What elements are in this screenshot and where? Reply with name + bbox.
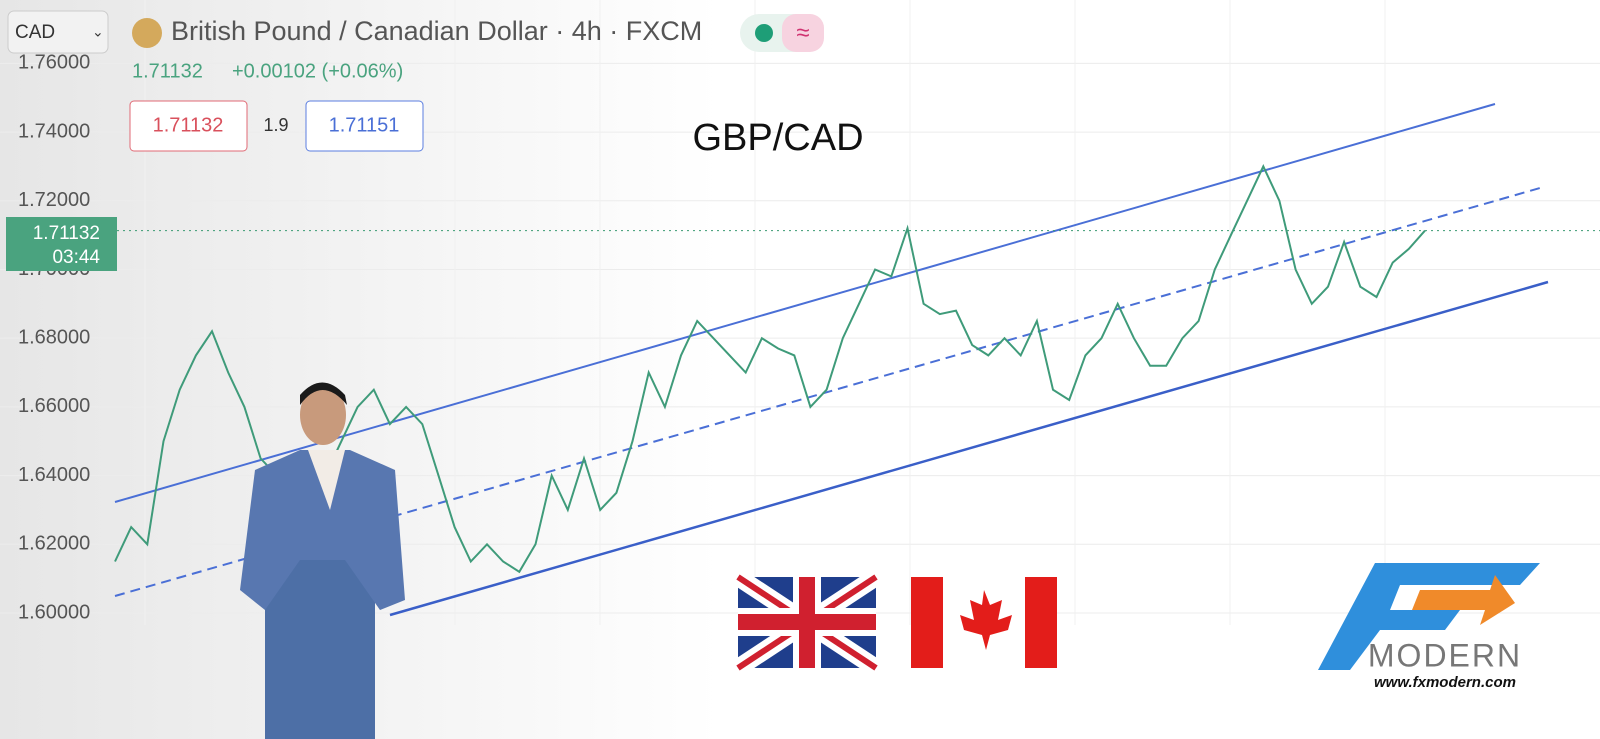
buy-button[interactable] [305,100,424,152]
price-badge-value: 1.71132 [33,223,100,244]
logo: MODERN www.fxmodern.com FX [1318,563,1540,691]
price-change: +0.00102 (+0.06%) [232,60,403,82]
sell-button[interactable] [129,100,248,152]
symbol-select-text: CAD [15,22,55,43]
chart-title: GBP/CAD [692,117,863,159]
instrument-icon [132,18,162,48]
last-price: 1.71132 [132,60,203,82]
price-badge [6,217,117,271]
y-tick-label: 1.64000 [18,464,90,486]
y-tick-label: 1.62000 [18,533,90,555]
channel-lower [389,280,1549,617]
status-dot [755,24,773,42]
y-tick-label: 1.68000 [18,326,90,348]
status-wave [782,14,824,52]
wave-icon: ≈ [796,19,809,46]
y-tick-label: 1.66000 [18,395,90,417]
symbol-select[interactable] [7,10,109,54]
countdown: 03:44 [52,247,100,268]
y-tick-label: 1.60000 [18,601,90,623]
y-tick-label: 1.74000 [18,120,90,142]
logo-name: MODERN [1368,637,1522,673]
buy-price: 1.71151 [329,114,400,136]
dropdown-arrow: ⌄ [92,24,104,40]
y-tick-label: 1.76000 [18,52,90,74]
y-tick-label: 1.72000 [18,189,90,211]
logo-url: www.fxmodern.com [1374,674,1516,691]
sell-price: 1.71132 [153,114,224,136]
instrument-title: British Pound / Canadian Dollar · 4h · F… [171,16,702,46]
person [240,382,405,739]
canada-flag [911,577,1057,668]
spread: 1.9 [263,115,288,135]
uk-flag [733,569,881,676]
